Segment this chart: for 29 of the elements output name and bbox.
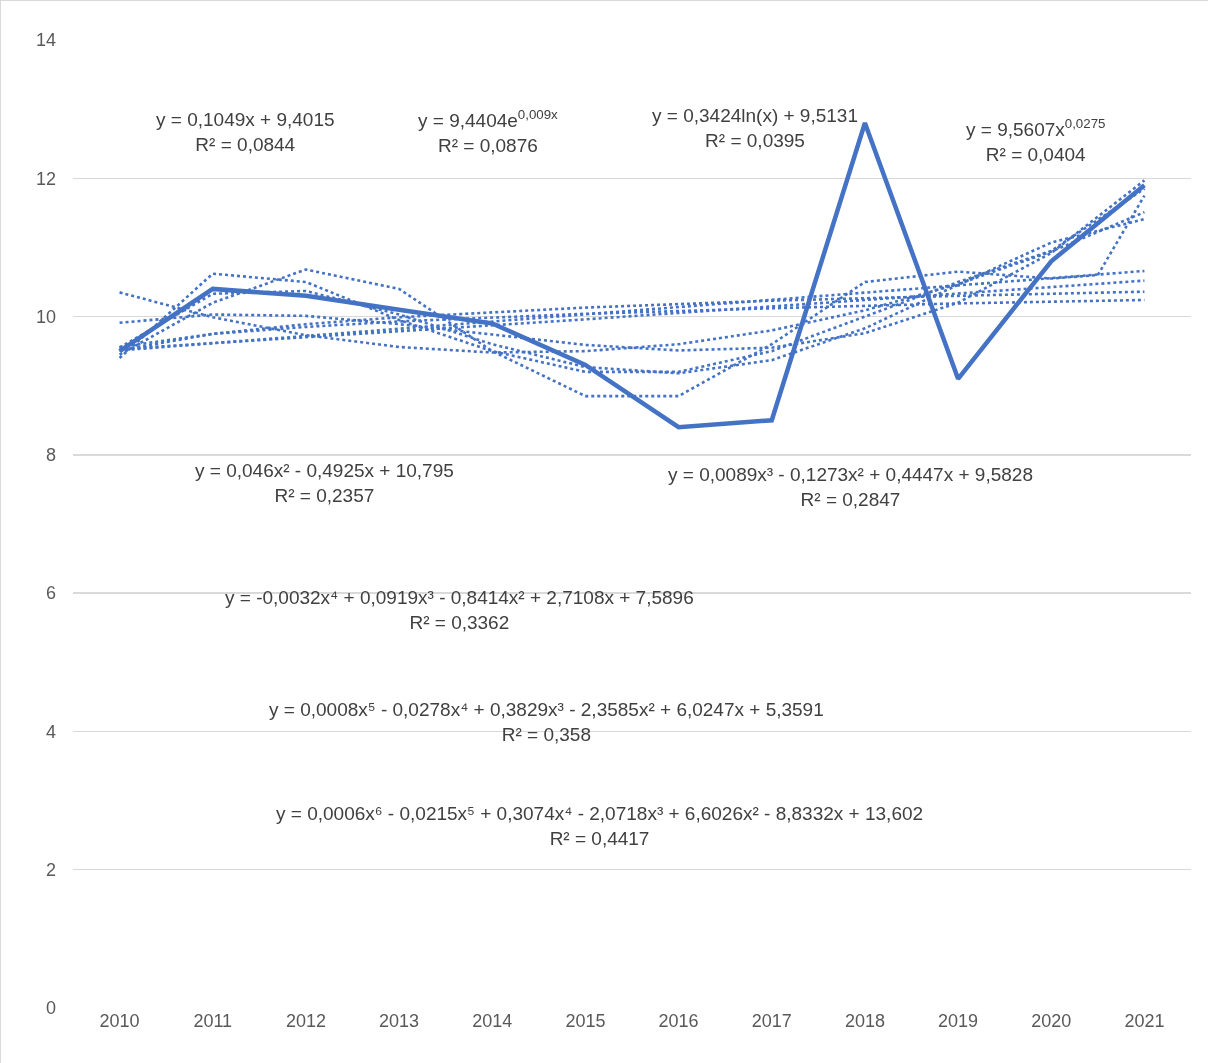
annotation: y = -0,0032x⁴ + 0,0919x³ - 0,8414x² + 2,7108x + 7,5896 R² = 0,3362 bbox=[225, 587, 694, 633]
y-tick-label: 8 bbox=[45, 445, 56, 466]
x-tick-label: 2021 bbox=[1124, 1011, 1165, 1031]
y-tick-label: 14 bbox=[35, 30, 56, 51]
y-tick-label: 10 bbox=[35, 306, 56, 327]
x-tick-label: 2015 bbox=[565, 1011, 606, 1031]
x-tick-label: 2011 bbox=[193, 1011, 233, 1031]
x-tick-label: 2010 bbox=[99, 1011, 140, 1031]
annotation: y = 0,0089x³ - 0,1273x² + 0,4447x + 9,5828 R² = 0,2847 bbox=[668, 464, 1033, 510]
x-tick-label: 2020 bbox=[1031, 1011, 1072, 1031]
annotation: y = 0,1049x + 9,4015 R² = 0,0844 bbox=[156, 109, 335, 155]
y-tick-label: 12 bbox=[35, 168, 56, 189]
annotation: y = 0,0008x⁵ - 0,0278x⁴ + 0,3829x³ - 2,3585x² + 6,0247x + 5,3591 R² = 0,358 bbox=[269, 699, 824, 745]
x-tick-label: 2013 bbox=[379, 1011, 420, 1031]
y-tick-label: 6 bbox=[45, 583, 56, 604]
annotation: y = 0,046x² - 0,4925x + 10,795 R² = 0,2357 bbox=[195, 460, 454, 506]
x-tick-label: 2017 bbox=[751, 1011, 792, 1031]
annotation: y = 0,3424ln(x) + 9,5131 R² = 0,0395 bbox=[652, 105, 858, 151]
x-tick-label: 2019 bbox=[938, 1011, 979, 1031]
x-tick-label: 2018 bbox=[844, 1011, 885, 1031]
annotation: y = 9,4404e$^{0,009x}$ R² = 0,0876 bbox=[418, 107, 559, 156]
y-tick-label: 0 bbox=[45, 998, 56, 1019]
y-tick-label: 4 bbox=[45, 721, 56, 742]
annotation: y = 9,5607x$^{0,0275}$ R² = 0,0404 bbox=[966, 116, 1106, 165]
x-tick-label: 2012 bbox=[285, 1011, 326, 1031]
annotation: y = 0,0006x⁶ - 0,0215x⁵ + 0,3074x⁴ - 2,0718x³ + 6,6026x² - 8,8332x + 13,602 R² = 0,4417 bbox=[276, 803, 924, 849]
x-tick-label: 2014 bbox=[472, 1011, 513, 1031]
x-tick-label: 2016 bbox=[658, 1011, 699, 1031]
y-tick-label: 2 bbox=[45, 860, 56, 881]
